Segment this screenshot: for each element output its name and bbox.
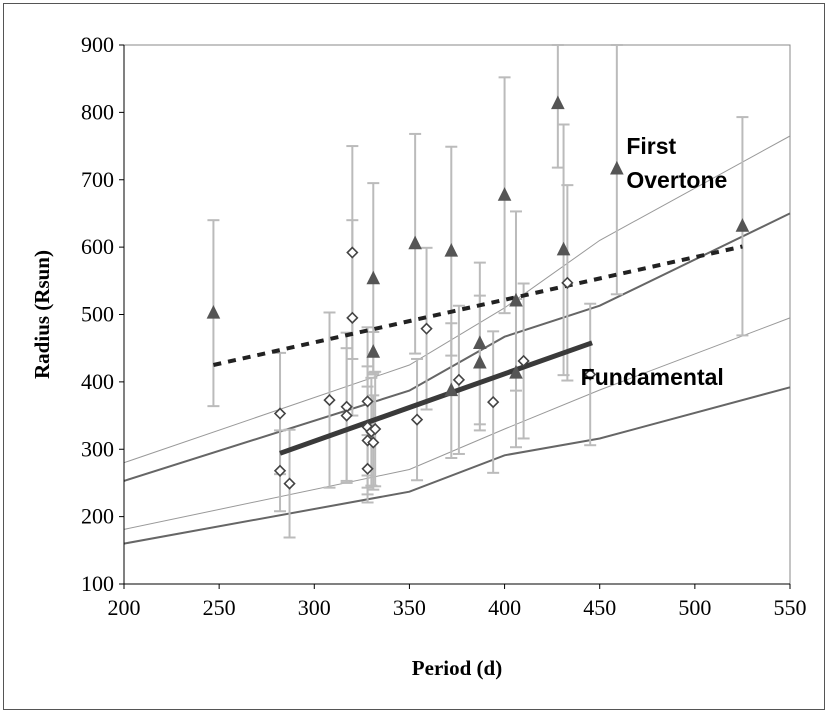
x-tick-label: 200: [108, 595, 141, 620]
diamond-point: [517, 354, 530, 368]
triangle-point: [556, 241, 571, 256]
diamond-point: [452, 373, 466, 386]
y-tick-label: 800: [81, 99, 114, 124]
triangle-point: [735, 218, 750, 232]
first-overtone-label-line1: First: [626, 133, 676, 159]
y-tick-label: 300: [81, 436, 114, 461]
diamond-point: [323, 393, 336, 407]
diamond-point: [420, 322, 433, 335]
triangle-point: [444, 243, 459, 257]
triangle-point: [551, 95, 565, 110]
triangle-point: [444, 382, 459, 397]
triangle-point: [473, 335, 487, 349]
diamond-point: [346, 246, 359, 259]
diamond-point: [361, 395, 374, 408]
first-overtone-label-line2: Overtone: [626, 167, 727, 193]
diamond-point: [340, 409, 353, 422]
y-axis-label: Radius (Rsun): [30, 250, 54, 379]
diamond-point: [584, 368, 597, 381]
y-tick-label: 900: [81, 32, 114, 57]
x-axis-label: Period (d): [412, 656, 502, 680]
triangle-point: [366, 344, 381, 358]
y-tick-label: 600: [81, 234, 114, 259]
diamond-point: [487, 395, 500, 409]
y-tick-label: 400: [81, 369, 114, 394]
x-tick-label: 500: [678, 595, 711, 620]
fundamental-lower-line: [123, 386, 791, 545]
first-overtone-lower-line: [123, 212, 791, 482]
y-tick-label: 700: [81, 167, 114, 192]
triangle-point: [509, 364, 523, 379]
chart-frame: [3, 3, 825, 710]
x-tick-label: 250: [203, 595, 236, 620]
diamond-point: [367, 436, 380, 449]
plot-area-border: [123, 44, 791, 585]
diamond-point: [561, 276, 574, 289]
x-tick-label: 550: [774, 595, 807, 620]
diamond-point: [346, 311, 359, 325]
triangle-point: [366, 270, 381, 285]
triangle-point: [206, 305, 221, 319]
triangle-point: [408, 235, 422, 250]
triangle-point: [473, 354, 487, 369]
diamond-point: [283, 477, 296, 490]
triangle-point: [497, 187, 512, 201]
y-tick-label: 500: [81, 302, 114, 327]
diamond-point: [369, 422, 382, 436]
fundamental-upper-line: [123, 317, 791, 530]
triangle-point: [610, 160, 624, 175]
y-tick-label: 200: [81, 504, 114, 529]
diamond-point: [361, 462, 374, 475]
triangle-point: [509, 292, 523, 307]
y-tick-label: 100: [81, 571, 114, 596]
diamond-point: [273, 407, 287, 420]
x-tick-label: 400: [488, 595, 521, 620]
fundamental-label: Fundamental: [581, 364, 724, 390]
diamond-point: [273, 464, 287, 477]
fit-diamond-line: [279, 340, 593, 456]
diamond-point: [410, 413, 424, 426]
x-tick-label: 300: [298, 595, 331, 620]
x-tick-label: 450: [583, 595, 616, 620]
fit-triangle-line: [212, 244, 743, 367]
x-tick-label: 350: [393, 595, 426, 620]
